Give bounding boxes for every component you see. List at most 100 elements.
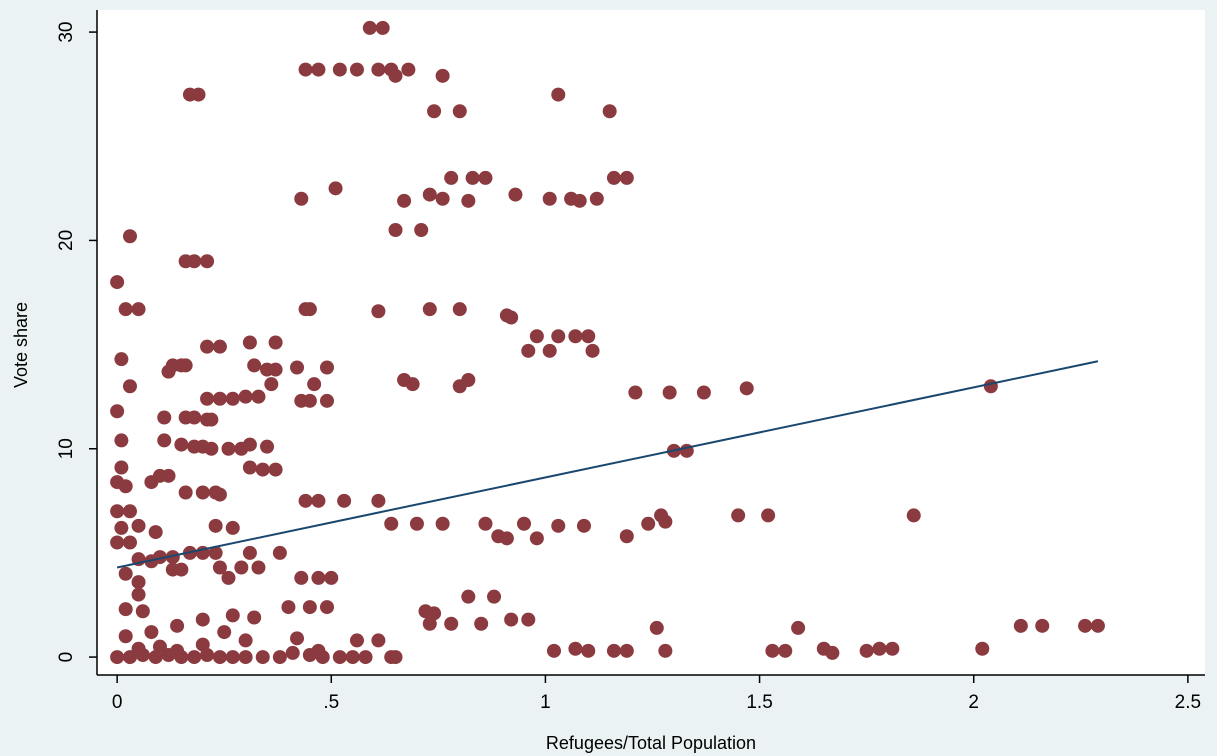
point <box>504 310 519 325</box>
point <box>409 516 424 531</box>
point <box>174 437 189 452</box>
point <box>362 20 377 35</box>
point <box>294 570 309 585</box>
point <box>242 460 257 475</box>
point <box>187 650 202 665</box>
point <box>405 377 420 392</box>
point <box>975 641 990 656</box>
point <box>255 462 270 477</box>
point <box>465 170 480 185</box>
point <box>251 389 266 404</box>
point <box>200 254 215 269</box>
x-tick-label: 0 <box>112 692 123 713</box>
point <box>658 514 673 529</box>
point <box>212 487 227 502</box>
point <box>187 254 202 269</box>
point <box>478 170 493 185</box>
point <box>298 493 313 508</box>
point <box>272 545 287 560</box>
point <box>546 643 561 658</box>
point <box>144 625 159 640</box>
point <box>349 633 364 648</box>
point <box>174 562 189 577</box>
point <box>328 181 343 196</box>
point <box>529 329 544 344</box>
point <box>542 343 557 358</box>
point <box>221 570 236 585</box>
point <box>371 633 386 648</box>
point <box>619 170 634 185</box>
point <box>200 339 215 354</box>
point <box>251 560 266 575</box>
point <box>298 62 313 77</box>
point <box>487 589 502 604</box>
point <box>114 433 129 448</box>
point <box>444 170 459 185</box>
point <box>628 385 643 400</box>
point <box>242 545 257 560</box>
point <box>388 650 403 665</box>
point <box>118 479 133 494</box>
point <box>606 643 621 658</box>
y-tick-label: 30 <box>56 22 77 43</box>
point <box>212 560 227 575</box>
point <box>311 493 326 508</box>
point <box>517 516 532 531</box>
point <box>204 412 219 427</box>
point <box>504 612 519 627</box>
point <box>585 343 600 358</box>
point <box>311 62 326 77</box>
point <box>319 360 334 375</box>
point <box>122 229 137 244</box>
point <box>1013 618 1028 633</box>
point <box>135 604 150 619</box>
point <box>619 643 634 658</box>
y-tick-label: 20 <box>56 230 77 251</box>
point <box>161 468 176 483</box>
y-tick-label: 10 <box>56 438 77 459</box>
point <box>200 391 215 406</box>
point <box>589 191 604 206</box>
point <box>349 62 364 77</box>
point <box>114 520 129 535</box>
point <box>302 600 317 615</box>
point <box>281 600 296 615</box>
point <box>225 520 240 535</box>
point <box>238 633 253 648</box>
point <box>765 643 780 658</box>
point <box>551 518 566 533</box>
point <box>906 508 921 523</box>
point <box>264 377 279 392</box>
point <box>131 641 146 656</box>
point <box>422 302 437 317</box>
point <box>452 302 467 317</box>
point <box>414 223 429 237</box>
point <box>268 462 283 477</box>
point <box>1078 618 1093 633</box>
point <box>435 68 450 83</box>
point <box>388 223 403 237</box>
point <box>187 410 202 425</box>
point <box>110 275 125 290</box>
point <box>508 187 523 202</box>
point <box>444 616 459 631</box>
point <box>319 393 334 408</box>
point <box>204 441 219 456</box>
point <box>521 612 536 627</box>
point <box>825 645 840 660</box>
point <box>195 612 210 627</box>
point <box>290 631 305 646</box>
point <box>285 645 300 660</box>
x-tick-label: 2.5 <box>1175 692 1201 713</box>
point <box>195 485 210 500</box>
point <box>332 62 347 77</box>
point <box>551 87 566 102</box>
point <box>290 360 305 375</box>
point <box>791 620 806 635</box>
point <box>268 335 283 350</box>
point <box>606 170 621 185</box>
point <box>118 302 133 317</box>
point <box>1035 618 1050 633</box>
point <box>696 385 711 400</box>
point <box>225 391 240 406</box>
